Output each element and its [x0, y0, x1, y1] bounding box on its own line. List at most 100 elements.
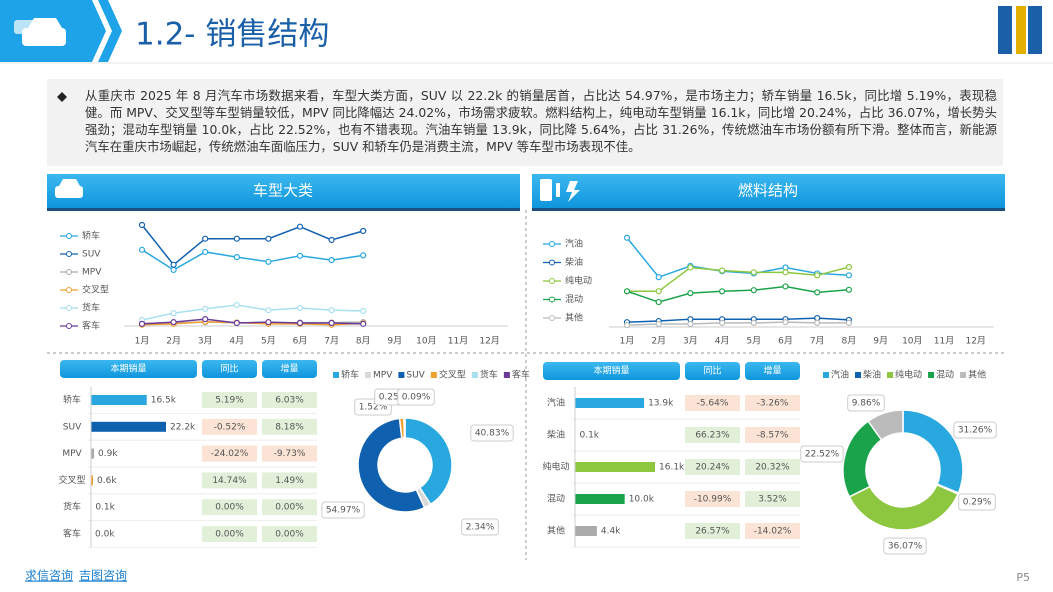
- cell-value: -10.99%: [694, 495, 732, 505]
- data-label-group: 40.83%: [470, 424, 514, 442]
- bar: [91, 475, 94, 486]
- legend-label: 交叉型: [82, 284, 109, 296]
- legend-label: 货车: [82, 302, 100, 314]
- legend-swatch: [471, 372, 478, 378]
- data-label-group: 0.29%: [958, 493, 996, 511]
- column-header-label: 本期销量: [593, 365, 629, 377]
- bar: [575, 526, 597, 536]
- point: [814, 272, 821, 279]
- x-tick-label: 3月: [683, 336, 698, 347]
- legend-marker: [66, 269, 72, 275]
- column-header: [745, 362, 800, 380]
- series-line: [141, 224, 364, 266]
- legend-swatch: [823, 372, 829, 378]
- legend-label: 纯电动: [895, 369, 922, 381]
- bar: [575, 494, 625, 504]
- legend-swatch: [333, 372, 339, 378]
- legend-label: 货车: [480, 369, 498, 381]
- point: [202, 248, 209, 256]
- cell-bg: [745, 427, 800, 443]
- point: [782, 269, 789, 276]
- x-tick-label: 4月: [229, 336, 244, 347]
- legend-swatch: [855, 372, 862, 378]
- data-label-group: 9.86%: [847, 394, 885, 412]
- summary-text: 从重庆市 2025 年 8 月汽车市场数据来看，车型大类方面，SUV 以 22.…: [85, 88, 997, 154]
- x-tick-label: 8月: [842, 336, 857, 347]
- legend-label: 混动: [936, 370, 954, 381]
- row-label: 其他: [547, 525, 565, 537]
- point: [265, 235, 272, 242]
- point: [360, 320, 367, 327]
- point: [845, 286, 853, 293]
- x-tick-label: 8月: [356, 336, 371, 347]
- series-line: [627, 266, 850, 293]
- legend-marker: [549, 296, 555, 303]
- row-label: 混动: [547, 494, 565, 505]
- data-label-group: 0.09%: [397, 388, 435, 406]
- point: [750, 319, 757, 327]
- data-label-group: 22.52%: [800, 445, 844, 463]
- fuel-icon: [540, 179, 580, 202]
- legend-label: 其他: [968, 369, 986, 381]
- legend-swatch: [960, 372, 967, 378]
- data-label: 40.83%: [475, 429, 510, 439]
- point: [845, 264, 853, 271]
- point: [328, 256, 335, 264]
- point: [170, 266, 177, 274]
- point: [265, 258, 272, 265]
- column-header: [202, 360, 257, 378]
- x-tick-label: 6月: [778, 336, 793, 347]
- point: [233, 253, 240, 261]
- series-line: [626, 317, 849, 323]
- bar-label: 16.1k: [659, 463, 685, 473]
- row-label: 纯电动: [542, 461, 569, 473]
- cell-bg: [685, 459, 740, 475]
- donut-slice: [848, 483, 959, 531]
- cell-value: 0.00%: [275, 503, 304, 513]
- cell-bg: [202, 418, 257, 435]
- point: [750, 269, 757, 276]
- point: [687, 290, 694, 297]
- x-tick-label: 11月: [448, 336, 468, 347]
- cell-value: 66.23%: [695, 431, 730, 441]
- cell-value: -0.52%: [214, 422, 246, 432]
- x-tick-label: 1月: [135, 336, 150, 347]
- legend-label: 轿车: [341, 369, 359, 381]
- point: [687, 264, 694, 271]
- column-header: [262, 360, 317, 378]
- legend-label: 客车: [512, 369, 530, 381]
- cell-bg: [262, 526, 317, 542]
- point: [360, 252, 367, 259]
- data-label: 31.26%: [958, 426, 993, 436]
- x-tick-label: 5月: [261, 336, 276, 347]
- footer-link[interactable]: 吉图咨询: [79, 568, 127, 583]
- legend-label: 纯电动: [565, 275, 592, 287]
- data-label: 0.29%: [963, 498, 992, 508]
- logo: [998, 6, 1042, 54]
- footer-link[interactable]: 求信咨询: [25, 568, 73, 583]
- data-label-box: [847, 394, 885, 412]
- point: [328, 319, 335, 327]
- cell-bg: [262, 499, 317, 516]
- column-header-label: 增量: [280, 363, 298, 375]
- point: [202, 305, 209, 312]
- x-tick-label: 10月: [902, 336, 922, 347]
- bar: [91, 448, 95, 459]
- cell-value: 20.24%: [695, 463, 730, 473]
- data-label-box: [321, 501, 365, 519]
- car-icon: [14, 18, 66, 46]
- point: [623, 234, 631, 241]
- data-label-box: [953, 421, 997, 439]
- donut-slice: [357, 417, 426, 513]
- legend-marker: [66, 287, 72, 293]
- cell-value: 8.18%: [275, 422, 304, 432]
- data-label: 9.86%: [852, 399, 881, 409]
- panel-shadow: [532, 208, 1005, 211]
- data-label: 0.25%: [379, 393, 408, 403]
- x-tick-label: 2月: [651, 336, 666, 347]
- cell-value: -5.64%: [697, 399, 729, 409]
- legend-label: 混动: [565, 294, 583, 305]
- data-label: 54.97%: [326, 506, 361, 516]
- data-label: 0.09%: [402, 393, 431, 403]
- row-label: 客车: [63, 528, 81, 540]
